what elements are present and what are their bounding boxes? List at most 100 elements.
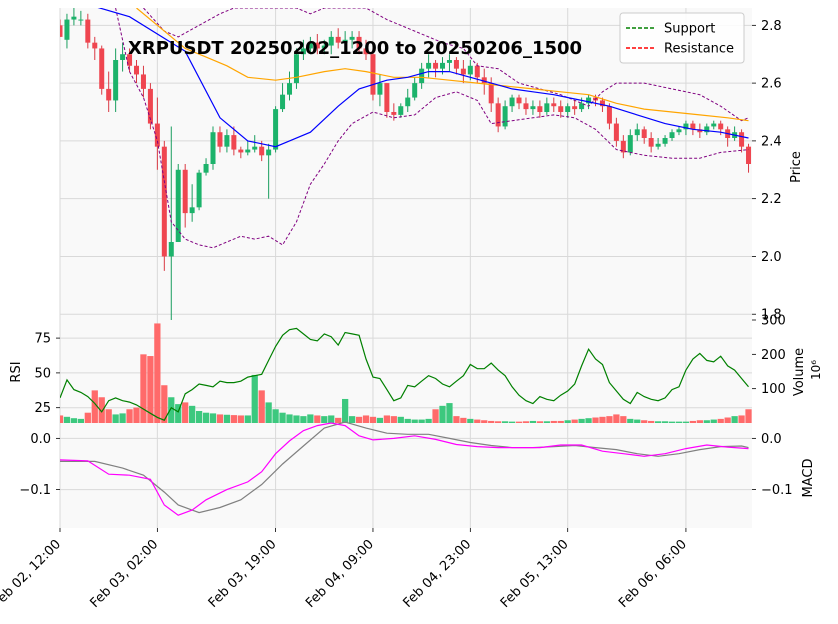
candle-body-12 <box>140 74 146 89</box>
volume-bar-47 <box>383 415 391 423</box>
legend-label-1: Resistance <box>664 42 734 57</box>
volume-bar-3 <box>77 418 84 423</box>
rsi-line <box>60 327 749 421</box>
candle-body-31 <box>273 109 279 150</box>
volume-bar-67 <box>522 421 530 423</box>
volume-bar-16 <box>168 397 175 423</box>
candle-body-72 <box>558 106 564 112</box>
volume-bar-34 <box>293 415 300 423</box>
candle-body-79 <box>606 106 612 124</box>
volume-bar-41 <box>342 398 349 423</box>
candle-body-81 <box>620 140 626 153</box>
candle-body-30 <box>266 149 272 156</box>
legend: Support Resistance <box>619 12 745 64</box>
candle-body-62 <box>488 83 494 104</box>
volume-bar-99 <box>745 409 752 423</box>
candle-body-35 <box>300 48 306 55</box>
volume-ytick-label-1: 200 <box>761 348 786 363</box>
volume-bar-48 <box>390 416 397 423</box>
bollinger-upper-line <box>143 8 749 122</box>
volume-bar-7 <box>105 409 112 423</box>
candle-body-11 <box>133 65 140 75</box>
volume-bar-23 <box>216 414 224 423</box>
candle-body-48 <box>391 112 397 115</box>
volume-bar-12 <box>140 354 147 423</box>
candle-body-0 <box>60 25 63 37</box>
volume-ylabel: Volume <box>792 348 807 396</box>
rsi-ytick-label-2: 75 <box>34 332 51 347</box>
legend-box <box>619 12 745 64</box>
candle-body-47 <box>384 83 390 112</box>
volume-bar-33 <box>286 414 293 423</box>
macd-background <box>60 423 752 528</box>
volume-bar-22 <box>209 413 217 423</box>
price-ytick-label-4: 2.6 <box>761 77 782 92</box>
candle-body-39 <box>328 36 334 46</box>
volume-bar-5 <box>91 390 98 423</box>
rsi-ytick-label-0: 25 <box>34 401 51 416</box>
macd-ylabel: MACD <box>801 459 816 498</box>
candle-body-89 <box>676 129 682 133</box>
volume-bar-74 <box>571 419 578 423</box>
candle-body-13 <box>147 88 153 124</box>
candle-body-26 <box>238 149 244 153</box>
candle-body-20 <box>196 172 202 208</box>
candle-body-29 <box>259 146 265 156</box>
volume-bar-84 <box>641 420 648 423</box>
volume-bar-15 <box>161 385 168 423</box>
candle-body-9 <box>120 54 126 60</box>
volume-bar-0 <box>60 415 64 423</box>
candle-body-94 <box>711 123 717 127</box>
candle-body-25 <box>231 135 237 150</box>
volume-bar-70 <box>543 421 550 423</box>
volume-bar-10 <box>126 409 133 423</box>
volume-bar-96 <box>724 417 731 423</box>
volume-bar-29 <box>258 390 265 423</box>
volume-bar-80 <box>613 414 620 423</box>
candle-body-86 <box>655 143 661 147</box>
candle-body-74 <box>572 106 578 110</box>
volume-bar-86 <box>654 421 662 423</box>
candle-body-85 <box>648 138 654 147</box>
volume-bar-1 <box>63 416 71 423</box>
volume-bar-9 <box>119 413 126 423</box>
volume-bar-35 <box>300 416 307 423</box>
volume-bar-31 <box>272 409 279 423</box>
volume-bar-89 <box>675 421 683 423</box>
volume-bar-51 <box>411 419 418 423</box>
candle-body-18 <box>182 169 188 214</box>
price-ytick-label-5: 2.8 <box>761 19 782 34</box>
volume-bar-75 <box>578 418 585 423</box>
candle-body-15 <box>161 146 167 257</box>
candle-body-58 <box>460 68 466 75</box>
candle-body-34 <box>293 54 299 84</box>
candle-body-64 <box>502 106 508 127</box>
macd-right-ytick-label-1: 0.0 <box>761 432 782 447</box>
candle-body-99 <box>746 146 752 164</box>
candle-body-51 <box>412 83 418 98</box>
macd-signal-line <box>60 421 749 514</box>
volume-ytick-label-0: 100 <box>761 382 786 397</box>
candle-body-50 <box>405 97 411 107</box>
candle-body-14 <box>154 123 160 147</box>
macd-line <box>59 422 749 516</box>
volume-bar-91 <box>689 420 697 423</box>
volume-bar-8 <box>112 414 119 423</box>
candle-body-56 <box>446 60 452 63</box>
volume-bar-14 <box>154 323 161 423</box>
candle-body-59 <box>467 65 473 75</box>
candle-body-83 <box>634 129 640 136</box>
candle-body-76 <box>586 97 592 104</box>
candle-body-57 <box>453 60 459 69</box>
volume-bar-28 <box>251 374 258 423</box>
volume-bar-50 <box>404 418 411 423</box>
candle-body-27 <box>245 149 251 153</box>
rsi-plot-area <box>60 323 752 423</box>
macd-left-ytick-label-0: −0.1 <box>19 483 51 498</box>
candle-body-49 <box>398 106 404 115</box>
candle-body-32 <box>280 94 286 110</box>
macd-panel: −0.1 0.0 −0.1 0.0 <box>19 421 793 528</box>
volume-bar-76 <box>585 418 592 423</box>
candle-body-6 <box>99 48 105 89</box>
